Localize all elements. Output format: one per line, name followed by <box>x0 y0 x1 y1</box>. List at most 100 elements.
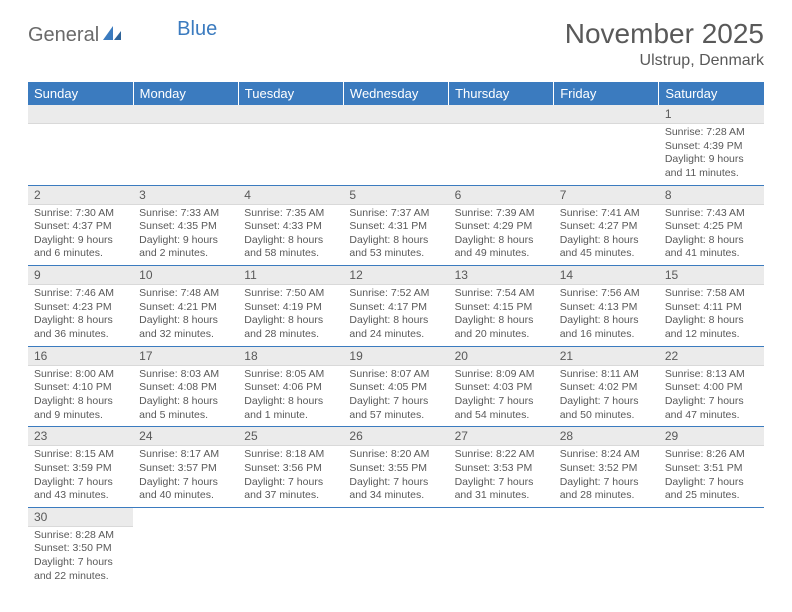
calendar-week-row: 16Sunrise: 8:00 AMSunset: 4:10 PMDayligh… <box>28 346 764 427</box>
sunset-text: Sunset: 3:52 PM <box>560 462 653 476</box>
daylight-text: Daylight: 7 hours and 34 minutes. <box>349 476 442 503</box>
sunrise-text: Sunrise: 7:35 AM <box>244 207 337 221</box>
sunset-text: Sunset: 4:06 PM <box>244 381 337 395</box>
daylight-text: Daylight: 8 hours and 28 minutes. <box>244 314 337 341</box>
sunrise-text: Sunrise: 7:33 AM <box>139 207 232 221</box>
sunset-text: Sunset: 4:37 PM <box>34 220 127 234</box>
calendar-day-cell <box>449 507 554 587</box>
calendar-week-row: 9Sunrise: 7:46 AMSunset: 4:23 PMDaylight… <box>28 266 764 347</box>
sunrise-text: Sunrise: 8:05 AM <box>244 368 337 382</box>
calendar-day-cell: 26Sunrise: 8:20 AMSunset: 3:55 PMDayligh… <box>343 427 448 508</box>
day-number: 5 <box>343 186 448 205</box>
sunrise-text: Sunrise: 8:11 AM <box>560 368 653 382</box>
weekday-header: Friday <box>554 82 659 105</box>
sunset-text: Sunset: 4:27 PM <box>560 220 653 234</box>
daylight-text: Daylight: 7 hours and 57 minutes. <box>349 395 442 422</box>
sunrise-text: Sunrise: 8:26 AM <box>665 448 758 462</box>
calendar-day-cell <box>554 507 659 587</box>
day-number: 23 <box>28 427 133 446</box>
logo-text-general: General <box>28 24 99 47</box>
daylight-text: Daylight: 8 hours and 20 minutes. <box>455 314 548 341</box>
daylight-text: Daylight: 7 hours and 43 minutes. <box>34 476 127 503</box>
day-number: 18 <box>238 347 343 366</box>
calendar-day-cell: 16Sunrise: 8:00 AMSunset: 4:10 PMDayligh… <box>28 346 133 427</box>
sail-icon <box>101 24 123 47</box>
sunset-text: Sunset: 4:03 PM <box>455 381 548 395</box>
daylight-text: Daylight: 8 hours and 49 minutes. <box>455 234 548 261</box>
daylight-text: Daylight: 8 hours and 12 minutes. <box>665 314 758 341</box>
calendar-day-cell <box>659 507 764 587</box>
calendar-table: Sunday Monday Tuesday Wednesday Thursday… <box>28 82 764 587</box>
day-number: 3 <box>133 186 238 205</box>
sunrise-text: Sunrise: 7:39 AM <box>455 207 548 221</box>
day-number: 26 <box>343 427 448 446</box>
sunset-text: Sunset: 4:31 PM <box>349 220 442 234</box>
calendar-day-cell: 4Sunrise: 7:35 AMSunset: 4:33 PMDaylight… <box>238 185 343 266</box>
day-body: Sunrise: 8:00 AMSunset: 4:10 PMDaylight:… <box>28 366 133 427</box>
calendar-day-cell: 24Sunrise: 8:17 AMSunset: 3:57 PMDayligh… <box>133 427 238 508</box>
day-number: 21 <box>554 347 659 366</box>
calendar-day-cell <box>238 105 343 185</box>
weekday-header-row: Sunday Monday Tuesday Wednesday Thursday… <box>28 82 764 105</box>
calendar-day-cell: 9Sunrise: 7:46 AMSunset: 4:23 PMDaylight… <box>28 266 133 347</box>
sunrise-text: Sunrise: 8:00 AM <box>34 368 127 382</box>
daylight-text: Daylight: 7 hours and 50 minutes. <box>560 395 653 422</box>
day-body: Sunrise: 7:54 AMSunset: 4:15 PMDaylight:… <box>449 285 554 346</box>
day-body: Sunrise: 7:35 AMSunset: 4:33 PMDaylight:… <box>238 205 343 266</box>
header: General Blue November 2025 Ulstrup, Denm… <box>28 18 764 70</box>
daylight-text: Daylight: 8 hours and 5 minutes. <box>139 395 232 422</box>
sunrise-text: Sunrise: 7:37 AM <box>349 207 442 221</box>
sunset-text: Sunset: 4:15 PM <box>455 301 548 315</box>
day-number: 6 <box>449 186 554 205</box>
day-body: Sunrise: 8:09 AMSunset: 4:03 PMDaylight:… <box>449 366 554 427</box>
day-body: Sunrise: 7:37 AMSunset: 4:31 PMDaylight:… <box>343 205 448 266</box>
calendar-day-cell: 19Sunrise: 8:07 AMSunset: 4:05 PMDayligh… <box>343 346 448 427</box>
sunrise-text: Sunrise: 7:56 AM <box>560 287 653 301</box>
sunrise-text: Sunrise: 8:22 AM <box>455 448 548 462</box>
sunset-text: Sunset: 4:10 PM <box>34 381 127 395</box>
day-body: Sunrise: 8:20 AMSunset: 3:55 PMDaylight:… <box>343 446 448 507</box>
daylight-text: Daylight: 7 hours and 40 minutes. <box>139 476 232 503</box>
day-number: 27 <box>449 427 554 446</box>
sunset-text: Sunset: 3:56 PM <box>244 462 337 476</box>
day-body: Sunrise: 7:30 AMSunset: 4:37 PMDaylight:… <box>28 205 133 266</box>
calendar-day-cell: 10Sunrise: 7:48 AMSunset: 4:21 PMDayligh… <box>133 266 238 347</box>
day-number: 25 <box>238 427 343 446</box>
sunset-text: Sunset: 4:13 PM <box>560 301 653 315</box>
sunset-text: Sunset: 4:39 PM <box>665 140 758 154</box>
daylight-text: Daylight: 8 hours and 32 minutes. <box>139 314 232 341</box>
month-title: November 2025 <box>565 18 764 50</box>
calendar-day-cell: 11Sunrise: 7:50 AMSunset: 4:19 PMDayligh… <box>238 266 343 347</box>
day-body: Sunrise: 7:52 AMSunset: 4:17 PMDaylight:… <box>343 285 448 346</box>
weekday-header: Saturday <box>659 82 764 105</box>
day-body: Sunrise: 8:03 AMSunset: 4:08 PMDaylight:… <box>133 366 238 427</box>
calendar-day-cell <box>238 507 343 587</box>
daylight-text: Daylight: 9 hours and 11 minutes. <box>665 153 758 180</box>
sunset-text: Sunset: 3:50 PM <box>34 542 127 556</box>
daylight-text: Daylight: 8 hours and 41 minutes. <box>665 234 758 261</box>
day-body: Sunrise: 7:28 AMSunset: 4:39 PMDaylight:… <box>659 124 764 185</box>
calendar-day-cell: 22Sunrise: 8:13 AMSunset: 4:00 PMDayligh… <box>659 346 764 427</box>
day-number: 17 <box>133 347 238 366</box>
sunrise-text: Sunrise: 8:17 AM <box>139 448 232 462</box>
sunset-text: Sunset: 4:25 PM <box>665 220 758 234</box>
weekday-header: Wednesday <box>343 82 448 105</box>
calendar-day-cell: 27Sunrise: 8:22 AMSunset: 3:53 PMDayligh… <box>449 427 554 508</box>
calendar-day-cell <box>133 105 238 185</box>
day-body: Sunrise: 8:26 AMSunset: 3:51 PMDaylight:… <box>659 446 764 507</box>
daylight-text: Daylight: 7 hours and 47 minutes. <box>665 395 758 422</box>
day-number: 8 <box>659 186 764 205</box>
logo: General Blue <box>28 24 217 47</box>
sunrise-text: Sunrise: 8:09 AM <box>455 368 548 382</box>
sunrise-text: Sunrise: 8:07 AM <box>349 368 442 382</box>
sunset-text: Sunset: 3:59 PM <box>34 462 127 476</box>
calendar-week-row: 30Sunrise: 8:28 AMSunset: 3:50 PMDayligh… <box>28 507 764 587</box>
sunrise-text: Sunrise: 8:20 AM <box>349 448 442 462</box>
daylight-text: Daylight: 7 hours and 31 minutes. <box>455 476 548 503</box>
day-body: Sunrise: 7:41 AMSunset: 4:27 PMDaylight:… <box>554 205 659 266</box>
sunrise-text: Sunrise: 7:54 AM <box>455 287 548 301</box>
daylight-text: Daylight: 7 hours and 22 minutes. <box>34 556 127 583</box>
day-number: 14 <box>554 266 659 285</box>
day-number: 2 <box>28 186 133 205</box>
day-number: 4 <box>238 186 343 205</box>
